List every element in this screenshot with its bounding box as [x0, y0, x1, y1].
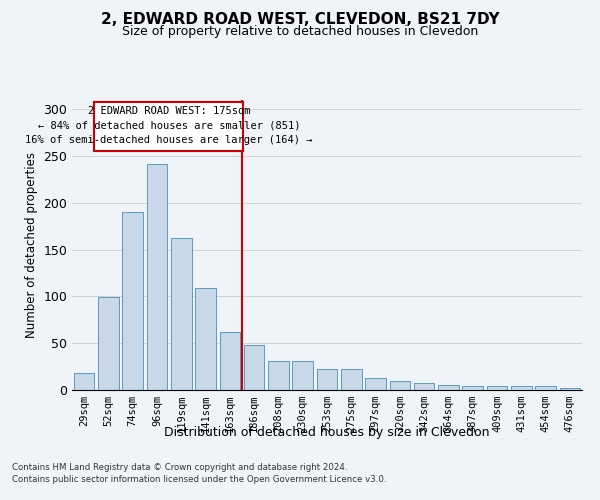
- Text: Size of property relative to detached houses in Clevedon: Size of property relative to detached ho…: [122, 25, 478, 38]
- Bar: [511, 386, 532, 390]
- Y-axis label: Number of detached properties: Number of detached properties: [25, 152, 38, 338]
- Bar: [389, 380, 410, 390]
- Bar: [122, 212, 143, 390]
- Text: Contains public sector information licensed under the Open Government Licence v3: Contains public sector information licen…: [12, 474, 386, 484]
- Text: 2, EDWARD ROAD WEST, CLEVEDON, BS21 7DY: 2, EDWARD ROAD WEST, CLEVEDON, BS21 7DY: [101, 12, 499, 28]
- Text: 16% of semi-detached houses are larger (164) →: 16% of semi-detached houses are larger (…: [25, 135, 313, 145]
- FancyBboxPatch shape: [94, 102, 243, 150]
- Bar: [463, 386, 483, 390]
- Bar: [487, 386, 508, 390]
- Bar: [74, 373, 94, 390]
- Bar: [292, 361, 313, 390]
- Bar: [195, 288, 216, 390]
- Bar: [146, 164, 167, 390]
- Bar: [98, 298, 119, 390]
- Bar: [535, 386, 556, 390]
- Bar: [220, 332, 240, 390]
- Text: 2 EDWARD ROAD WEST: 175sqm: 2 EDWARD ROAD WEST: 175sqm: [88, 106, 250, 116]
- Text: Contains HM Land Registry data © Crown copyright and database right 2024.: Contains HM Land Registry data © Crown c…: [12, 464, 347, 472]
- Bar: [414, 382, 434, 390]
- Bar: [268, 361, 289, 390]
- Bar: [341, 370, 362, 390]
- Text: ← 84% of detached houses are smaller (851): ← 84% of detached houses are smaller (85…: [38, 120, 300, 130]
- Bar: [244, 345, 265, 390]
- Bar: [438, 386, 459, 390]
- Bar: [365, 378, 386, 390]
- Text: Distribution of detached houses by size in Clevedon: Distribution of detached houses by size …: [164, 426, 490, 439]
- Bar: [317, 370, 337, 390]
- Bar: [171, 238, 191, 390]
- Bar: [560, 388, 580, 390]
